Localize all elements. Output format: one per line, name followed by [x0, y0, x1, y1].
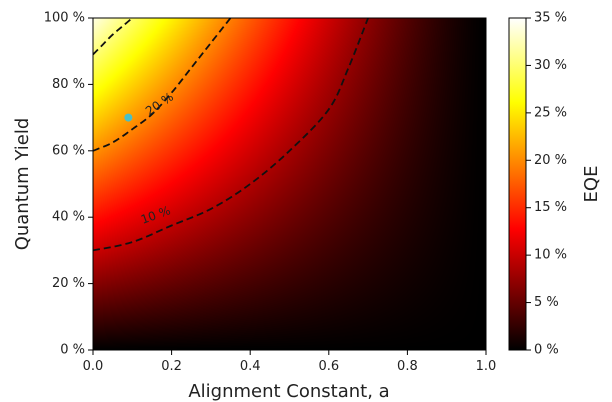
- contour-line-10: [93, 18, 369, 252]
- colorbar-tick-label: 35 %: [534, 11, 567, 26]
- x-tick-label: 1.0: [476, 359, 497, 374]
- plot-frame: [92, 17, 487, 351]
- x-tick-label: 0.2: [161, 359, 182, 374]
- colorbar-tick-label: 5 %: [534, 295, 559, 310]
- colorbar-tick-label: 20 %: [534, 153, 567, 168]
- contour-line-30: [93, 18, 133, 56]
- colorbar-tick-label: 15 %: [534, 200, 567, 215]
- y-axis-label: Quantum Yield: [12, 118, 33, 251]
- colorbar-gradient: [508, 17, 527, 351]
- colorbar-tick-label: 30 %: [534, 58, 567, 73]
- x-tick-label: 0.8: [397, 359, 418, 374]
- data-marker-point: [124, 113, 133, 122]
- x-tick-label: 0.0: [83, 359, 104, 374]
- heatmap-surface: [93, 18, 486, 350]
- x-axis-label: Alignment Constant, a: [188, 381, 389, 402]
- x-tick-label: 0.6: [318, 359, 339, 374]
- y-tick-label: 100 %: [44, 11, 85, 26]
- marker-layer: [124, 113, 133, 122]
- contour-line-20: [93, 18, 232, 152]
- plot-area: 10 %20 %: [92, 17, 487, 351]
- colorbar-ticks: 0 % 5 % 10 % 15 % 20 % 25 % 30 % 35 %: [526, 11, 567, 358]
- y-tick-label: 40 %: [52, 210, 85, 225]
- colorbar-tick-label: 25 %: [534, 105, 567, 120]
- y-tick-label: 0 %: [60, 343, 85, 358]
- y-tick-label: 20 %: [52, 276, 85, 291]
- colorbar-label: EQE: [581, 166, 602, 203]
- y-tick-label: 60 %: [52, 143, 85, 158]
- y-axis: 0 % 20 % 40 % 60 % 80 % 100 %: [44, 11, 93, 358]
- x-tick-label: 0.4: [240, 359, 261, 374]
- colorbar: 0 % 5 % 10 % 15 % 20 % 25 % 30 % 35 % EQE: [508, 11, 602, 358]
- colorbar-tick-label: 0 %: [534, 343, 559, 358]
- x-axis: 0.0 0.2 0.4 0.6 0.8 1.0: [83, 350, 497, 374]
- colorbar-tick-label: 10 %: [534, 248, 567, 263]
- y-tick-label: 80 %: [52, 77, 85, 92]
